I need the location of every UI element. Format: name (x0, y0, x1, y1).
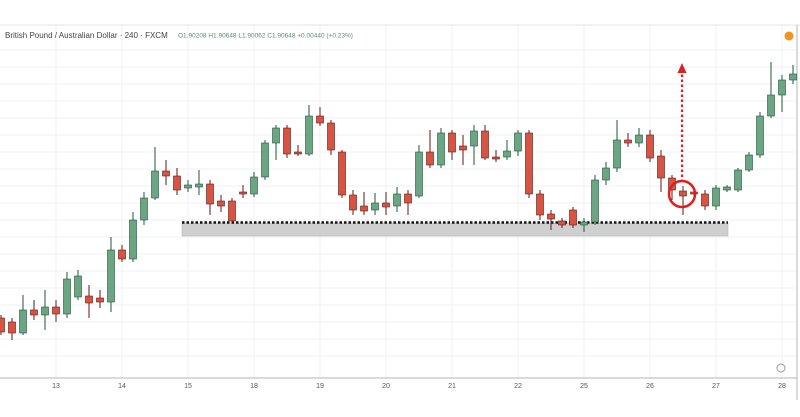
candle-body (382, 202, 390, 208)
candle-body (723, 186, 731, 191)
candle-body (283, 127, 291, 155)
candle-body (327, 122, 335, 151)
candle-body (338, 151, 346, 196)
candle-body (503, 150, 511, 158)
candle-body (140, 197, 148, 221)
x-tick-label: 18 (250, 383, 258, 390)
candle-body (41, 306, 49, 316)
candle-body (646, 134, 654, 159)
candle-body (580, 221, 588, 226)
candle-body (492, 156, 500, 160)
candle-body (371, 202, 379, 211)
candle-body (30, 309, 38, 316)
x-tick-label: 22 (514, 383, 522, 390)
candle-body (701, 193, 709, 207)
candle-body (448, 132, 456, 153)
candle-body (261, 142, 269, 178)
candle-body (360, 205, 368, 212)
candle-body (107, 249, 115, 303)
candle-body (734, 169, 742, 191)
candle-body (85, 295, 93, 304)
x-tick-label: 28 (778, 383, 786, 390)
support-zone (181, 222, 729, 237)
x-tick-label: 20 (382, 383, 390, 390)
candle-body (415, 151, 423, 197)
x-tick-label: 25 (580, 383, 588, 390)
candle-body (613, 139, 621, 169)
candle-body (393, 193, 401, 207)
candle-body (316, 115, 324, 124)
x-tick-label: 26 (646, 383, 654, 390)
x-tick-label: 19 (316, 383, 324, 390)
status-icon (784, 31, 794, 41)
candle-body (778, 79, 786, 96)
candle-body (151, 170, 159, 199)
candle-body (624, 139, 632, 144)
candle-body (195, 183, 203, 188)
candle-body (239, 191, 247, 195)
candle-body (206, 183, 214, 205)
candle-body (481, 130, 489, 159)
candle-body (602, 167, 610, 181)
candle-body (162, 170, 170, 177)
settings-icon[interactable] (776, 363, 786, 373)
candle-body (514, 132, 522, 152)
candles (0, 62, 797, 340)
candle-body (272, 127, 280, 144)
candle-body (250, 176, 258, 195)
candle-body (679, 190, 687, 197)
candle-body (305, 115, 313, 155)
candle-body (558, 220, 566, 226)
x-tick-label: 21 (448, 383, 456, 390)
candle-body (173, 175, 181, 191)
candle-body (8, 321, 16, 334)
annotation-circle (667, 179, 697, 209)
candle-body (52, 306, 60, 315)
x-tick-label: 27 (712, 383, 720, 390)
chart-title: British Pound / Australian Dollar · 240 … (5, 31, 168, 40)
candle-body (96, 297, 104, 303)
candle-body (217, 200, 225, 207)
candle-body (547, 213, 555, 220)
vertical-grid (55, 25, 783, 378)
candle-body (63, 278, 71, 315)
candle-body (591, 179, 599, 223)
candle-body (459, 145, 467, 151)
candle-body (470, 130, 478, 147)
candle-body (569, 209, 577, 226)
candle-body (536, 193, 544, 216)
candle-body (437, 132, 445, 166)
candle-body (789, 73, 797, 81)
x-tick-label: 13 (52, 383, 60, 390)
candle-body (767, 94, 775, 117)
x-tick-label: 14 (118, 383, 126, 390)
candle-body (294, 151, 302, 155)
candle-body (712, 187, 720, 207)
candle-body (19, 309, 27, 334)
candle-body (426, 151, 434, 166)
candle-body (74, 275, 82, 298)
candle-body (0, 317, 5, 333)
candle-body (525, 132, 533, 195)
candle-body (657, 155, 665, 179)
candle-body (756, 115, 764, 156)
candle-body (129, 219, 137, 260)
x-tick-label: 15 (184, 383, 192, 390)
ohlc-header: O1.90208 H1.90648 L1.90062 C1.90648 +0.0… (178, 33, 353, 40)
candle-body (228, 200, 236, 222)
candle-body (184, 184, 192, 189)
arrow-head (677, 63, 687, 73)
candle-body (404, 193, 412, 204)
candle-body (635, 134, 643, 144)
candle-body (349, 194, 357, 211)
candle-body (745, 154, 753, 171)
candle-body (118, 249, 126, 260)
